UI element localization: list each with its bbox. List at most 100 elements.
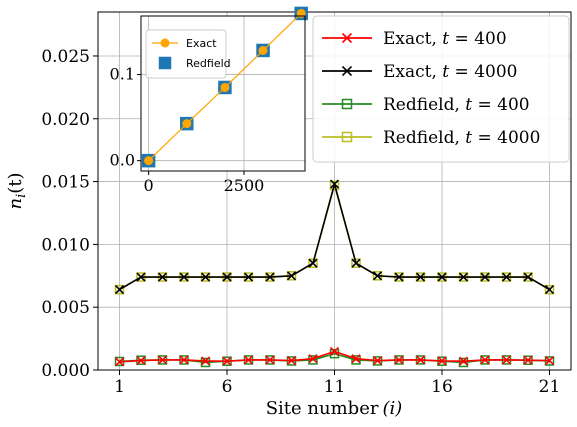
- data-point: [114, 285, 125, 295]
- data-point: [243, 272, 254, 282]
- y-axis-label: ni(t): [5, 172, 29, 209]
- inset-plot-frame: [140, 15, 306, 172]
- inset-legend-label: Redfield: [186, 57, 231, 70]
- y-axis-label-subscript: i: [14, 194, 29, 198]
- data-point: [415, 355, 426, 365]
- data-point: [544, 284, 555, 295]
- data-point: [351, 354, 361, 364]
- legend-entry: Exact, t = 4000: [322, 62, 517, 82]
- inset-plot: 0 2500 0.0 0.1 Exact Redfield: [110, 6, 308, 195]
- inset-data-point: [220, 82, 230, 92]
- data-point: [351, 258, 361, 268]
- data-point: [394, 272, 404, 282]
- data-point: [200, 356, 211, 366]
- x-tick-label: 6: [222, 377, 233, 397]
- data-point: [372, 356, 383, 366]
- data-point: [136, 272, 146, 282]
- x-tick-label: 11: [324, 377, 346, 397]
- data-point: [329, 346, 340, 356]
- data-point: [458, 356, 469, 366]
- inset-data-point: [182, 119, 192, 129]
- data-point: [200, 272, 211, 282]
- data-point: [351, 355, 361, 365]
- data-point: [308, 354, 318, 364]
- x-axis-label: Site number (i): [266, 398, 403, 419]
- data-point: [351, 258, 361, 268]
- data-point: [308, 258, 318, 268]
- y-tick-label: 0.025: [41, 47, 90, 67]
- data-point: [222, 272, 232, 282]
- data-point: [136, 356, 146, 366]
- inset-ticks: 0 2500 0.0 0.1: [110, 65, 265, 195]
- data-point: [501, 272, 512, 282]
- data-point: [179, 272, 189, 282]
- x-tick-label: 16: [431, 377, 453, 397]
- data-point: [372, 271, 383, 281]
- data-point: [179, 355, 189, 365]
- y-tick-label: 0.005: [41, 298, 90, 318]
- inset-x-tick-label: 2500: [224, 176, 265, 195]
- data-point: [415, 272, 426, 282]
- data-point: [157, 355, 168, 365]
- data-point: [222, 356, 232, 366]
- main-legend-box: [312, 15, 570, 163]
- data-point: [480, 355, 490, 365]
- data-point: [544, 356, 555, 366]
- inset-x-tick-label: 0: [144, 176, 154, 195]
- data-point: [308, 355, 318, 365]
- inset-legend-marker: [158, 56, 172, 70]
- inset-data-point: [144, 156, 154, 166]
- inset-legend-entry: Exact: [152, 37, 217, 50]
- y-axis-label-var: n: [5, 198, 26, 210]
- data-point: [437, 356, 447, 366]
- inset-y-tick-label: 0.1: [110, 65, 135, 84]
- inset-y-tick-label: 0.0: [110, 151, 135, 170]
- inset-legend-label: Exact: [186, 37, 217, 50]
- legend-label: Redfield, t = 400: [383, 95, 530, 115]
- inset-legend: Exact Redfield: [145, 29, 231, 79]
- data-point: [286, 271, 297, 281]
- x-tick-label: 1: [114, 377, 125, 397]
- data-point: [286, 356, 297, 366]
- data-point: [458, 357, 469, 368]
- data-point: [308, 258, 318, 268]
- legend-label: Exact, t = 400: [383, 29, 507, 49]
- legend-entry: Redfield, t = 4000: [322, 128, 540, 148]
- data-point: [480, 272, 490, 282]
- x-tick-label: 21: [539, 377, 561, 397]
- legend-label: Redfield, t = 4000: [383, 128, 540, 148]
- inset-legend-entry: Redfield: [158, 56, 231, 70]
- data-point: [329, 179, 340, 189]
- inset-data-point: [296, 8, 306, 18]
- data-point: [437, 272, 447, 282]
- main-legend: Exact, t = 400 Exact, t = 4000 Redfield, t…: [312, 15, 570, 163]
- y-tick-label: 0.000: [41, 361, 90, 381]
- y-tick-label: 0.020: [41, 110, 90, 130]
- main-series-group: [114, 179, 555, 368]
- legend-entry: Redfield, t = 400: [322, 95, 530, 115]
- series-exact-t-4000: [114, 179, 555, 295]
- inset-legend-marker: [160, 38, 170, 48]
- data-point: [544, 285, 555, 295]
- x-axis-label-text: Site number: [266, 398, 379, 419]
- data-point: [114, 357, 125, 367]
- legend-marker: [341, 98, 353, 110]
- legend-marker: [341, 65, 353, 77]
- data-point: [501, 355, 512, 365]
- series-exact-t-400: [114, 346, 555, 367]
- data-point: [265, 272, 275, 282]
- legend-label: Exact, t = 4000: [383, 62, 517, 82]
- y-axis-label-tail: (t): [5, 172, 26, 193]
- y-tick-label: 0.015: [41, 173, 90, 193]
- data-point: [157, 272, 168, 282]
- data-point: [265, 355, 275, 365]
- data-point: [523, 355, 533, 365]
- data-point: [243, 355, 254, 365]
- data-point: [114, 284, 125, 295]
- legend-entry: Exact, t = 400: [322, 29, 507, 49]
- legend-marker: [341, 32, 353, 44]
- x-axis-label-var: (i): [382, 398, 402, 419]
- y-tick-label: 0.010: [41, 235, 90, 255]
